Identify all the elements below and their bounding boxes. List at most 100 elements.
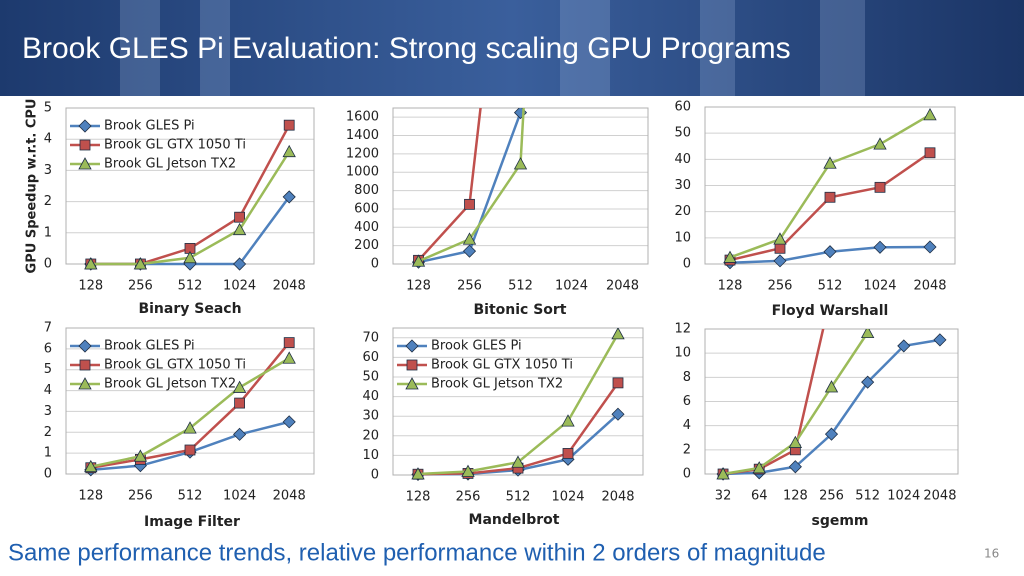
- marker: [283, 119, 295, 131]
- x-axis-title: Bitonic Sort: [473, 302, 566, 318]
- x-tick-label: 128: [406, 490, 431, 505]
- y-tick-label: 0: [371, 257, 379, 272]
- header-banner: [0, 0, 1024, 96]
- marker: [788, 435, 803, 448]
- x-tick-label: 512: [855, 489, 880, 504]
- legend-marker: [79, 139, 91, 151]
- marker: [562, 448, 574, 459]
- x-tick-label: 128: [78, 489, 103, 504]
- y-tick-label: 800: [354, 183, 379, 198]
- plot-border: [392, 107, 649, 265]
- x-axis-title: Binary Seach: [138, 301, 241, 317]
- marker: [873, 137, 887, 150]
- marker: [511, 455, 525, 468]
- page-number: 16: [984, 547, 999, 561]
- series-line: [729, 151, 931, 262]
- y-tick-label: 400: [354, 220, 379, 235]
- marker: [923, 108, 937, 121]
- x-tick-label: 512: [506, 490, 531, 505]
- marker: [233, 427, 247, 441]
- marker: [933, 333, 947, 347]
- y-tick-label: 0: [44, 257, 52, 272]
- y-tick-label: 8: [683, 370, 691, 385]
- series-line: [417, 333, 620, 476]
- y-tick-label: 5: [44, 362, 52, 377]
- series-line: [417, 108, 482, 262]
- marker: [752, 461, 766, 474]
- y-tick-label: 6: [44, 341, 52, 356]
- y-tick-label: 2: [44, 194, 52, 209]
- x-axis-title: Mandelbrot: [469, 512, 560, 528]
- marker: [923, 240, 937, 254]
- x-tick-label: 2048: [923, 489, 956, 504]
- footer: Same performance trends, relative perfor…: [8, 539, 826, 566]
- x-tick-label: 128: [78, 279, 103, 294]
- marker: [611, 407, 625, 421]
- marker: [234, 397, 246, 409]
- marker: [874, 181, 886, 193]
- marker: [184, 444, 196, 456]
- x-tick-label: 1024: [863, 279, 896, 294]
- marker: [282, 351, 296, 364]
- marker: [861, 375, 875, 389]
- plot-border: [65, 327, 315, 475]
- y-tick-label: 30: [362, 409, 379, 424]
- y-tick-label: 2: [683, 442, 691, 457]
- marker: [824, 427, 839, 441]
- legend-marker: [405, 377, 419, 390]
- y-tick-label: 2: [44, 425, 52, 440]
- x-tick-label: 256: [819, 489, 844, 504]
- legend-label: Brook GL Jetson TX2: [431, 377, 563, 392]
- header-pattern: [120, 0, 865, 96]
- plot-border: [704, 106, 956, 265]
- marker: [612, 377, 624, 389]
- marker: [133, 257, 148, 270]
- marker: [788, 460, 802, 474]
- legend-label: Brook GLES Pi: [104, 119, 195, 134]
- y-tick-label: 7: [44, 321, 52, 336]
- y-tick-label: 60: [674, 100, 691, 115]
- x-tick-label: 512: [818, 279, 843, 294]
- marker: [561, 414, 575, 427]
- x-axis-title: Image Filter: [144, 514, 240, 530]
- x-tick-label: 1024: [555, 279, 588, 294]
- marker: [234, 211, 246, 223]
- plot-border: [704, 328, 959, 475]
- x-tick-label: 512: [508, 279, 533, 294]
- marker: [823, 245, 837, 259]
- x-tick-label: 256: [128, 279, 153, 294]
- marker: [716, 467, 730, 480]
- plot: [716, 329, 947, 481]
- x-tick-label: 64: [751, 489, 768, 504]
- legend-marker: [78, 119, 92, 133]
- marker: [611, 328, 625, 340]
- marker: [282, 144, 296, 158]
- x-tick-label: 2048: [601, 490, 634, 505]
- legend-label: Brook GL GTX 1050 Ti: [104, 358, 246, 373]
- x-tick-label: 32: [715, 489, 732, 504]
- y-tick-label: 20: [674, 204, 691, 219]
- marker: [860, 329, 875, 339]
- legend-label: Brook GL Jetson TX2: [104, 157, 236, 172]
- x-tick-label: 256: [456, 490, 481, 505]
- marker: [133, 449, 148, 462]
- marker: [773, 232, 787, 245]
- x-tick-label: 1024: [887, 489, 920, 504]
- series-line: [723, 338, 941, 476]
- y-tick-label: 12: [674, 322, 691, 337]
- marker: [232, 222, 247, 236]
- x-axis-title: Floyd Warshall: [772, 303, 889, 319]
- marker: [462, 244, 477, 258]
- marker: [411, 467, 425, 480]
- marker: [924, 147, 936, 159]
- marker: [513, 157, 528, 170]
- marker: [84, 257, 98, 270]
- marker: [774, 242, 786, 254]
- y-tick-label: 0: [371, 468, 379, 483]
- x-axis-title: sgemm: [811, 513, 868, 529]
- plot: [84, 119, 296, 271]
- marker: [183, 250, 197, 264]
- marker: [773, 254, 787, 268]
- y-tick-label: 1000: [346, 165, 379, 180]
- marker: [462, 232, 477, 245]
